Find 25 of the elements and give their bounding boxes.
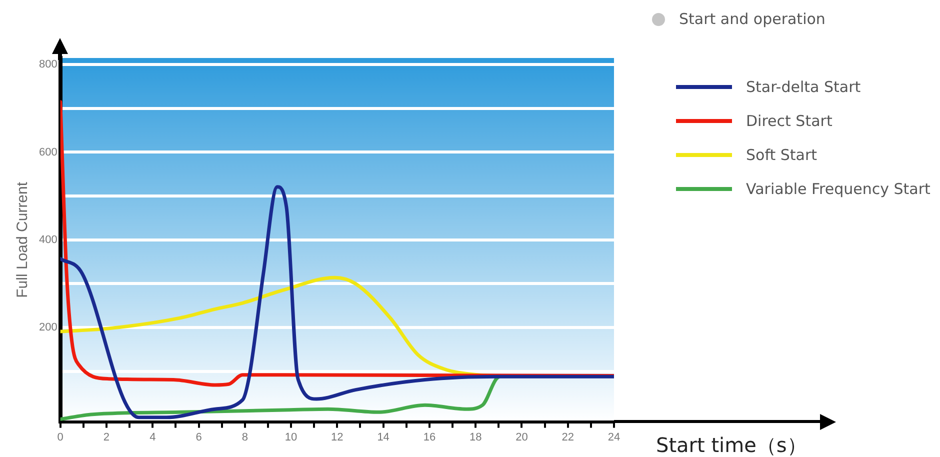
y-tick-label: 800 — [38, 58, 58, 71]
legend-title: Start and operation — [679, 10, 826, 28]
legend-label: Star-delta Start — [746, 78, 861, 96]
y-tick-label: 400 — [38, 234, 58, 246]
x-tick-label: 6 — [196, 431, 202, 444]
x-tick-label: 2 — [103, 431, 110, 444]
x-tick-label: 0 — [57, 431, 64, 444]
y-axis-title: Full Load Current — [14, 181, 32, 298]
x-tick-label: 14 — [377, 431, 390, 444]
x-tick-label: 24 — [608, 431, 620, 444]
x-tick-label: 4 — [150, 431, 156, 444]
y-tick-label: 600 — [38, 146, 58, 158]
x-tick-label: 22 — [562, 431, 574, 444]
legend-label: Direct Start — [746, 112, 832, 130]
x-tick-label: 16 — [423, 431, 436, 444]
legend-label: Variable Frequency Start — [746, 180, 930, 198]
y-tick-label: 200 — [38, 322, 58, 334]
x-axis-title: Start time（s） — [656, 432, 807, 457]
line-series — [60, 185, 614, 420]
x-tick-label: 20 — [516, 431, 528, 444]
x-tick-label: 18 — [469, 431, 482, 444]
legend-label: Soft Start — [746, 146, 818, 164]
x-tick-label: 12 — [331, 431, 344, 444]
x-tick-label: 8 — [242, 431, 248, 444]
x-tick-label: 10 — [284, 431, 298, 444]
